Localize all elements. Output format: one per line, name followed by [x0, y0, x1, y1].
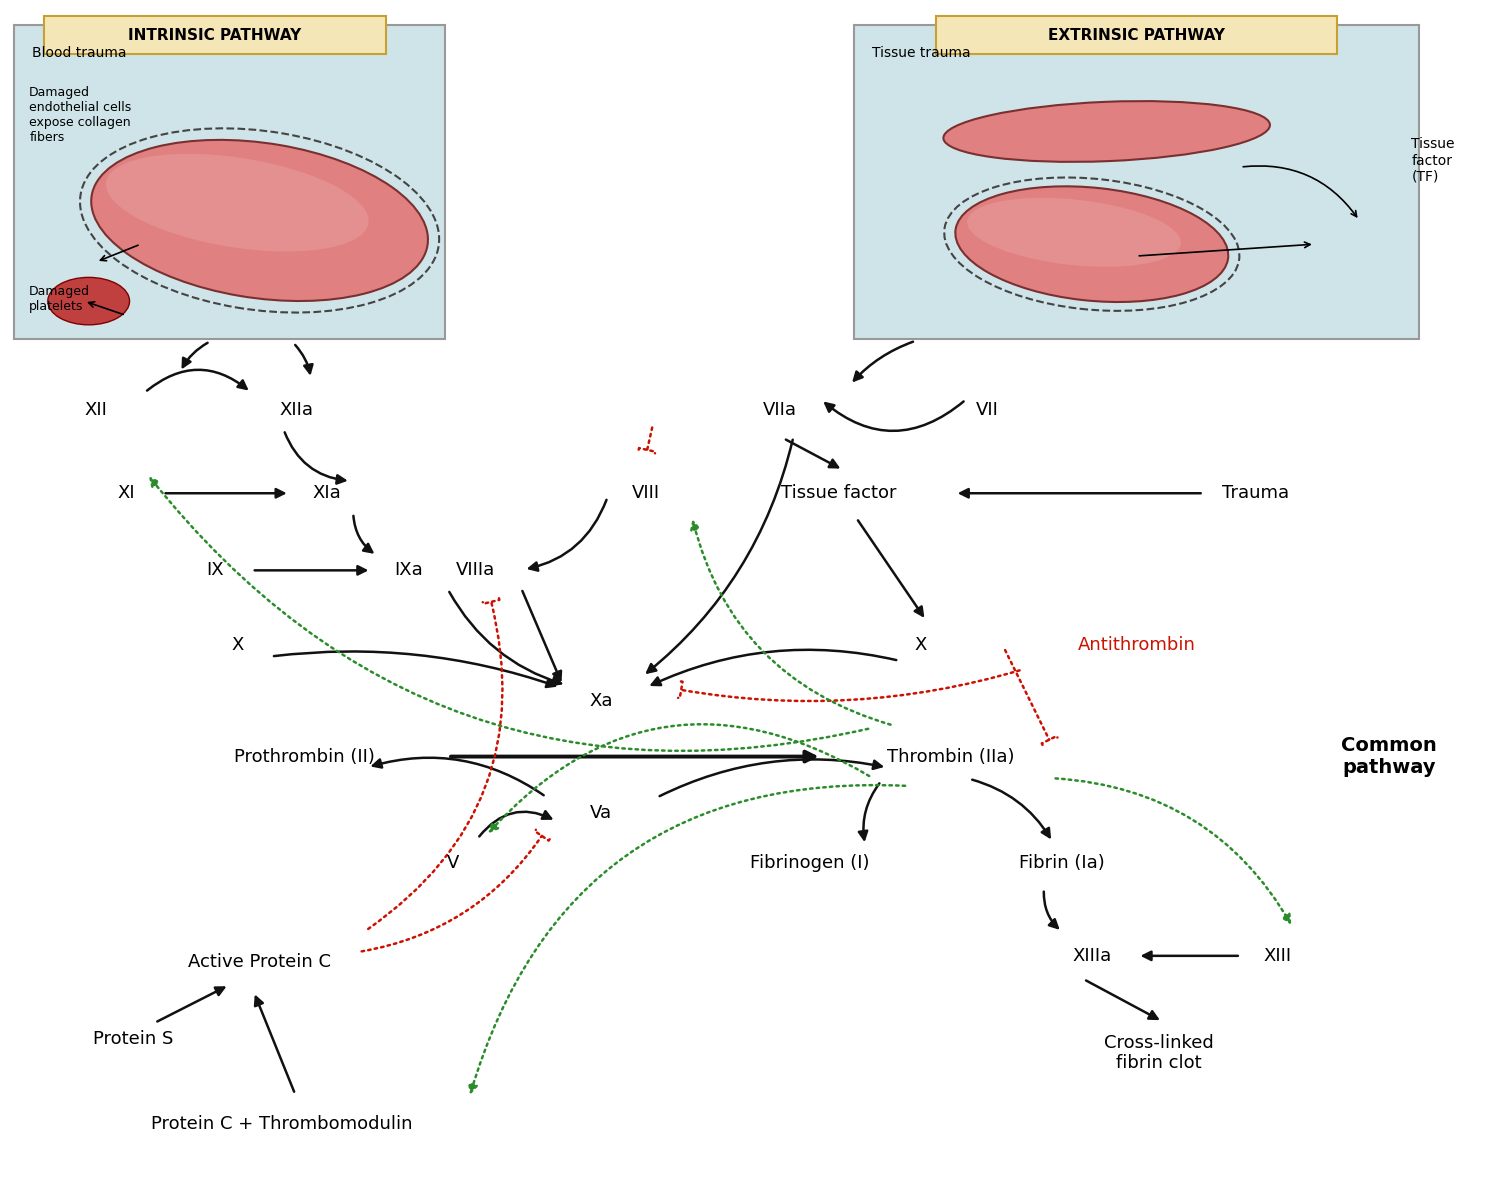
Text: Blood trauma: Blood trauma	[32, 46, 126, 60]
Ellipse shape	[106, 154, 369, 252]
Text: Active Protein C: Active Protein C	[188, 953, 332, 971]
Text: Trauma: Trauma	[1221, 485, 1288, 503]
Text: XIIa: XIIa	[279, 401, 314, 419]
Text: VIIIa: VIIIa	[456, 562, 495, 580]
Text: Common
pathway: Common pathway	[1341, 736, 1437, 778]
Text: XIIIa: XIIIa	[1072, 947, 1112, 965]
Text: Xa: Xa	[590, 692, 613, 710]
Ellipse shape	[956, 186, 1228, 302]
Text: Protein C + Thrombomodulin: Protein C + Thrombomodulin	[152, 1115, 412, 1133]
FancyBboxPatch shape	[15, 25, 445, 340]
Text: Protein S: Protein S	[93, 1030, 174, 1048]
FancyBboxPatch shape	[44, 17, 386, 54]
Text: VIIa: VIIa	[762, 401, 796, 419]
Text: XI: XI	[117, 485, 135, 503]
Text: Antithrombin: Antithrombin	[1077, 636, 1196, 654]
Text: EXTRINSIC PATHWAY: EXTRINSIC PATHWAY	[1048, 28, 1226, 43]
Text: V: V	[447, 854, 459, 872]
Text: INTRINSIC PATHWAY: INTRINSIC PATHWAY	[129, 28, 302, 43]
Text: Damaged
endothelial cells
expose collagen
fibers: Damaged endothelial cells expose collage…	[28, 86, 132, 144]
Text: Va: Va	[591, 804, 612, 822]
Text: X: X	[231, 636, 243, 654]
Ellipse shape	[48, 277, 129, 325]
FancyBboxPatch shape	[936, 17, 1336, 54]
Text: Tissue factor: Tissue factor	[782, 485, 897, 503]
Text: Thrombin (IIa): Thrombin (IIa)	[886, 748, 1014, 766]
Text: Damaged
platelets: Damaged platelets	[28, 284, 90, 313]
Text: Prothrombin (II): Prothrombin (II)	[234, 748, 375, 766]
Text: VIII: VIII	[632, 485, 660, 503]
Text: Cross-linked
fibrin clot: Cross-linked fibrin clot	[1104, 1033, 1214, 1073]
Ellipse shape	[92, 140, 427, 301]
Text: Fibrin (Ia): Fibrin (Ia)	[1019, 854, 1106, 872]
Text: Fibrinogen (I): Fibrinogen (I)	[750, 854, 868, 872]
FancyBboxPatch shape	[853, 25, 1419, 340]
Text: XII: XII	[84, 401, 108, 419]
Text: XIII: XIII	[1263, 947, 1292, 965]
Text: VII: VII	[976, 401, 999, 419]
Text: XIa: XIa	[312, 485, 340, 503]
Text: X: X	[915, 636, 927, 654]
Text: IXa: IXa	[394, 562, 423, 580]
Text: Tissue
factor
(TF): Tissue factor (TF)	[1412, 138, 1455, 184]
Ellipse shape	[944, 101, 1270, 162]
Text: Tissue trauma: Tissue trauma	[871, 46, 970, 60]
Ellipse shape	[968, 198, 1180, 266]
Text: IX: IX	[206, 562, 224, 580]
